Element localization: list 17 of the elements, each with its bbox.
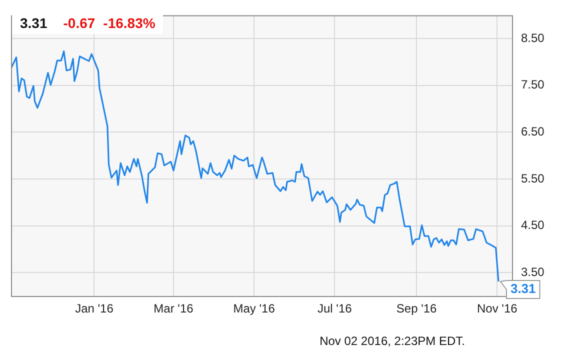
- y-tick-label: 4.50: [521, 218, 545, 232]
- x-tick-label: May '16: [233, 302, 276, 316]
- annotation: -16.83%: [103, 15, 156, 31]
- x-tick-label: Sep '16: [396, 302, 438, 316]
- y-tick-label: 7.50: [521, 78, 545, 92]
- y-tick-label: 5.50: [521, 171, 545, 186]
- annotation: 3.31: [20, 15, 48, 31]
- x-tick-label: Jan '16: [75, 302, 114, 316]
- x-tick-label: Nov '16: [476, 302, 518, 316]
- annotation: -0.67: [63, 15, 96, 31]
- annotation: 3.31: [510, 281, 536, 296]
- y-tick-label: 3.50: [521, 264, 545, 279]
- x-tick-label: Mar '16: [154, 302, 194, 316]
- y-tick-label: 8.50: [521, 30, 545, 45]
- x-tick-label: Jul '16: [318, 302, 352, 316]
- y-tick-label: 6.50: [521, 124, 545, 139]
- text: Nov 02 2016, 2:23PM EDT.: [320, 334, 465, 348]
